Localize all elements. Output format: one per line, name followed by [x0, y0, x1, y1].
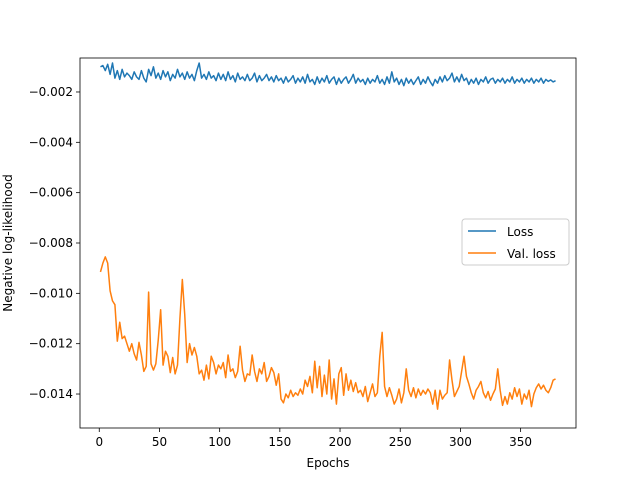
- y-tick-label: −0.006: [29, 186, 73, 200]
- y-tick-label: −0.012: [29, 337, 73, 351]
- y-tick-label: −0.008: [29, 236, 73, 250]
- y-axis-label: Negative log-likelihood: [1, 174, 15, 311]
- x-tick-label: 300: [449, 435, 472, 449]
- plot-frame: [79, 57, 577, 429]
- x-tick-label: 0: [95, 435, 103, 449]
- x-tick-label: 50: [152, 435, 167, 449]
- series-layer: [99, 62, 556, 410]
- y-tick-label: −0.014: [29, 387, 73, 401]
- x-tick-label: 150: [268, 435, 291, 449]
- x-tick-label: 100: [208, 435, 231, 449]
- y-axis-ticks: −0.002 −0.004 −0.006 −0.008 −0.010 −0.012 −0.0…: [29, 85, 80, 401]
- y-tick-label: −0.010: [29, 286, 73, 300]
- legend: Loss Val. loss: [461, 218, 570, 266]
- x-axis-ticks: 0 50 100 150 200 250 300 350: [95, 428, 532, 449]
- legend-label-loss: Loss: [507, 225, 533, 239]
- y-tick-label: −0.002: [29, 85, 73, 99]
- x-tick-label: 350: [509, 435, 532, 449]
- x-axis-label: Epochs: [307, 456, 350, 470]
- series-line-loss: [100, 62, 556, 87]
- y-tick-label: −0.004: [29, 135, 73, 149]
- series-line-val-loss: [99, 256, 556, 410]
- legend-label-val-loss: Val. loss: [507, 247, 556, 261]
- x-tick-label: 250: [389, 435, 412, 449]
- x-tick-label: 200: [329, 435, 352, 449]
